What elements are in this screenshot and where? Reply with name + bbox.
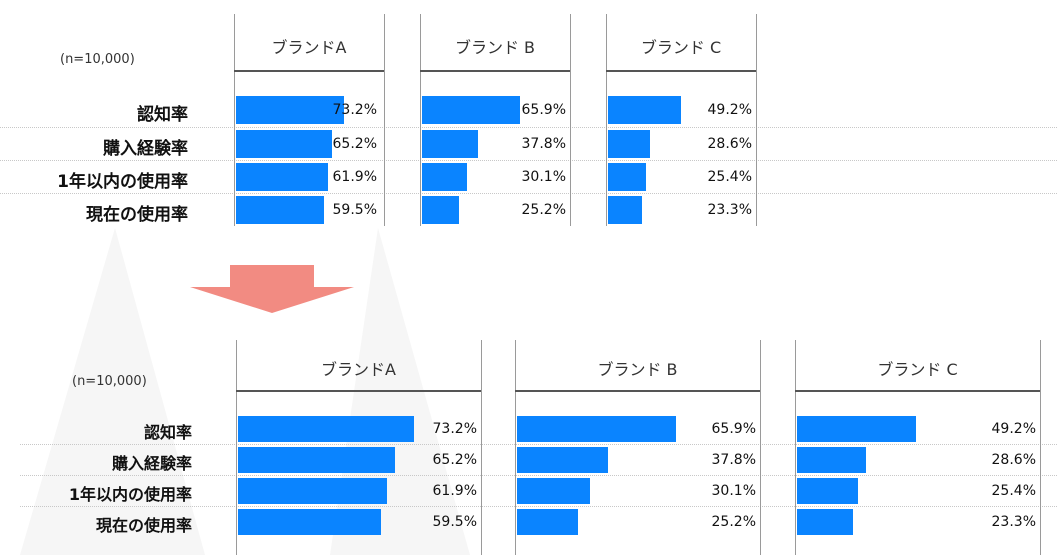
header-underline (420, 70, 570, 72)
bar-value-label: 59.5% (332, 202, 377, 218)
brand-header: ブランド B (454, 38, 536, 57)
bar (236, 196, 325, 224)
column-divider (795, 340, 796, 555)
row-label: 認知率 (137, 104, 188, 125)
row-separator (20, 444, 1057, 445)
column-divider (515, 340, 516, 555)
bar (422, 163, 467, 191)
bar (797, 478, 859, 504)
brand-header: ブランドA (271, 38, 347, 57)
bar (238, 509, 382, 535)
bar-value-label: 37.8% (521, 136, 566, 152)
bar-value-label: 65.9% (521, 102, 566, 118)
bar (238, 478, 388, 504)
brand-column: ブランド C 49.2% 28.6% 25.4% 23.3% (795, 318, 1041, 555)
bar-value-label: 73.2% (432, 421, 477, 437)
column-divider (234, 14, 235, 226)
bar (517, 447, 609, 473)
brand-header: ブランド B (597, 360, 678, 379)
row-separator (0, 160, 1057, 161)
bar-value-label: 65.2% (432, 452, 477, 468)
bar (797, 447, 866, 473)
down-arrow-icon (190, 265, 354, 313)
bar-value-label: 25.2% (521, 202, 566, 218)
brand-column: ブランド B 65.9% 37.8% 30.1% 25.2% (515, 318, 761, 555)
bar (517, 478, 590, 504)
column-divider (1040, 340, 1041, 555)
bar-value-label: 28.6% (707, 136, 752, 152)
bar (517, 509, 578, 535)
bar-value-label: 25.2% (711, 514, 756, 530)
bar-value-label: 61.9% (432, 483, 477, 499)
header-underline (515, 390, 760, 392)
brand-column: ブランドA 73.2% 65.2% 61.9% 59.5% (236, 318, 482, 555)
row-separator (20, 506, 1057, 507)
bar-value-label: 65.2% (332, 136, 377, 152)
header-underline (236, 390, 481, 392)
bar (517, 416, 676, 442)
row-separator (20, 475, 1057, 476)
brand-column: ブランド B 65.9% 37.8% 30.1% 25.2% (420, 0, 571, 240)
bar-value-label: 30.1% (711, 483, 756, 499)
bar (608, 163, 646, 191)
row-label: 購入経験率 (103, 138, 188, 159)
bar-value-label: 59.5% (432, 514, 477, 530)
bar (422, 130, 478, 158)
bar-value-label: 30.1% (521, 169, 566, 185)
bar (608, 196, 643, 224)
bar (236, 130, 333, 158)
bar-value-label: 61.9% (332, 169, 377, 185)
row-label: 現在の使用率 (86, 204, 188, 225)
bar (608, 130, 651, 158)
bar (238, 447, 396, 473)
row-label: 購入経験率 (111, 454, 192, 473)
bar (236, 96, 345, 124)
column-divider (606, 14, 607, 226)
brand-header: ブランド C (640, 38, 722, 57)
bar (422, 196, 460, 224)
bar-value-label: 25.4% (991, 483, 1036, 499)
row-label: 現在の使用率 (95, 516, 192, 535)
bar-value-label: 49.2% (707, 102, 752, 118)
sample-size-label: (n=10,000) (72, 374, 147, 389)
row-label: 1年以内の使用率 (68, 485, 192, 504)
header-underline (234, 70, 384, 72)
row-label: 1年以内の使用率 (57, 171, 188, 192)
bar (236, 163, 328, 191)
chart-after: (n=10,000) 認知率購入経験率 1年以内の使用率現在の使用率 ブランドA 73.… (0, 318, 1057, 555)
bar-value-label: 23.3% (991, 514, 1036, 530)
bar (422, 96, 520, 124)
column-divider (420, 14, 421, 226)
sample-size-label: (n=10,000) (60, 52, 135, 67)
bar-value-label: 23.3% (707, 202, 752, 218)
chart-before: (n=10,000) 認知率購入経験率 1年以内の使用率現在の使用率 ブランドA 73.… (0, 0, 1057, 240)
brand-header: ブランド C (877, 360, 958, 379)
bar-value-label: 37.8% (711, 452, 756, 468)
bar (608, 96, 681, 124)
column-divider (756, 14, 757, 226)
bar-value-label: 49.2% (991, 421, 1036, 437)
row-label: 認知率 (143, 423, 192, 442)
row-separator (0, 193, 1057, 194)
header-underline (795, 390, 1040, 392)
row-separator (0, 127, 1057, 128)
column-divider (760, 340, 761, 555)
column-divider (570, 14, 571, 226)
column-divider (384, 14, 385, 226)
bar (238, 416, 415, 442)
header-underline (606, 70, 756, 72)
column-divider (481, 340, 482, 555)
column-divider (236, 340, 237, 555)
bar (797, 509, 854, 535)
bar-value-label: 73.2% (332, 102, 377, 118)
brand-header: ブランドA (321, 360, 396, 379)
bar-value-label: 65.9% (711, 421, 756, 437)
brand-column: ブランド C 49.2% 28.6% 25.4% 23.3% (606, 0, 757, 240)
bar (797, 416, 916, 442)
bar-value-label: 28.6% (991, 452, 1036, 468)
brand-column: ブランドA 73.2% 65.2% 61.9% 59.5% (234, 0, 385, 240)
bar-value-label: 25.4% (707, 169, 752, 185)
